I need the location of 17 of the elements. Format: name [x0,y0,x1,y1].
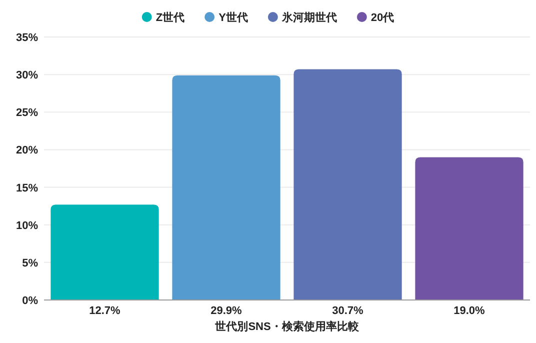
legend-label: 氷河期世代 [280,11,337,24]
y-tick-label: 35% [16,32,38,44]
y-tick-label: 20% [16,144,38,157]
x-axis-title: 世代別SNS・検索使用率比較 [214,320,360,333]
y-tick-label: 5% [22,257,38,270]
data-label: 12.7% [89,305,121,317]
data-label: 19.0% [454,305,486,317]
legend-label: Y世代 [218,11,248,24]
y-tick-label: 25% [16,107,38,120]
y-tick-label: 30% [16,70,38,82]
y-tick-label: 15% [16,182,38,194]
legend-label: Z世代 [156,11,185,24]
y-tick-label: 0% [22,295,38,307]
data-label: 30.7% [332,305,364,317]
data-label: 29.9% [210,305,242,317]
y-tick-label: 10% [16,220,38,232]
legend-label: 20代 [370,12,394,24]
